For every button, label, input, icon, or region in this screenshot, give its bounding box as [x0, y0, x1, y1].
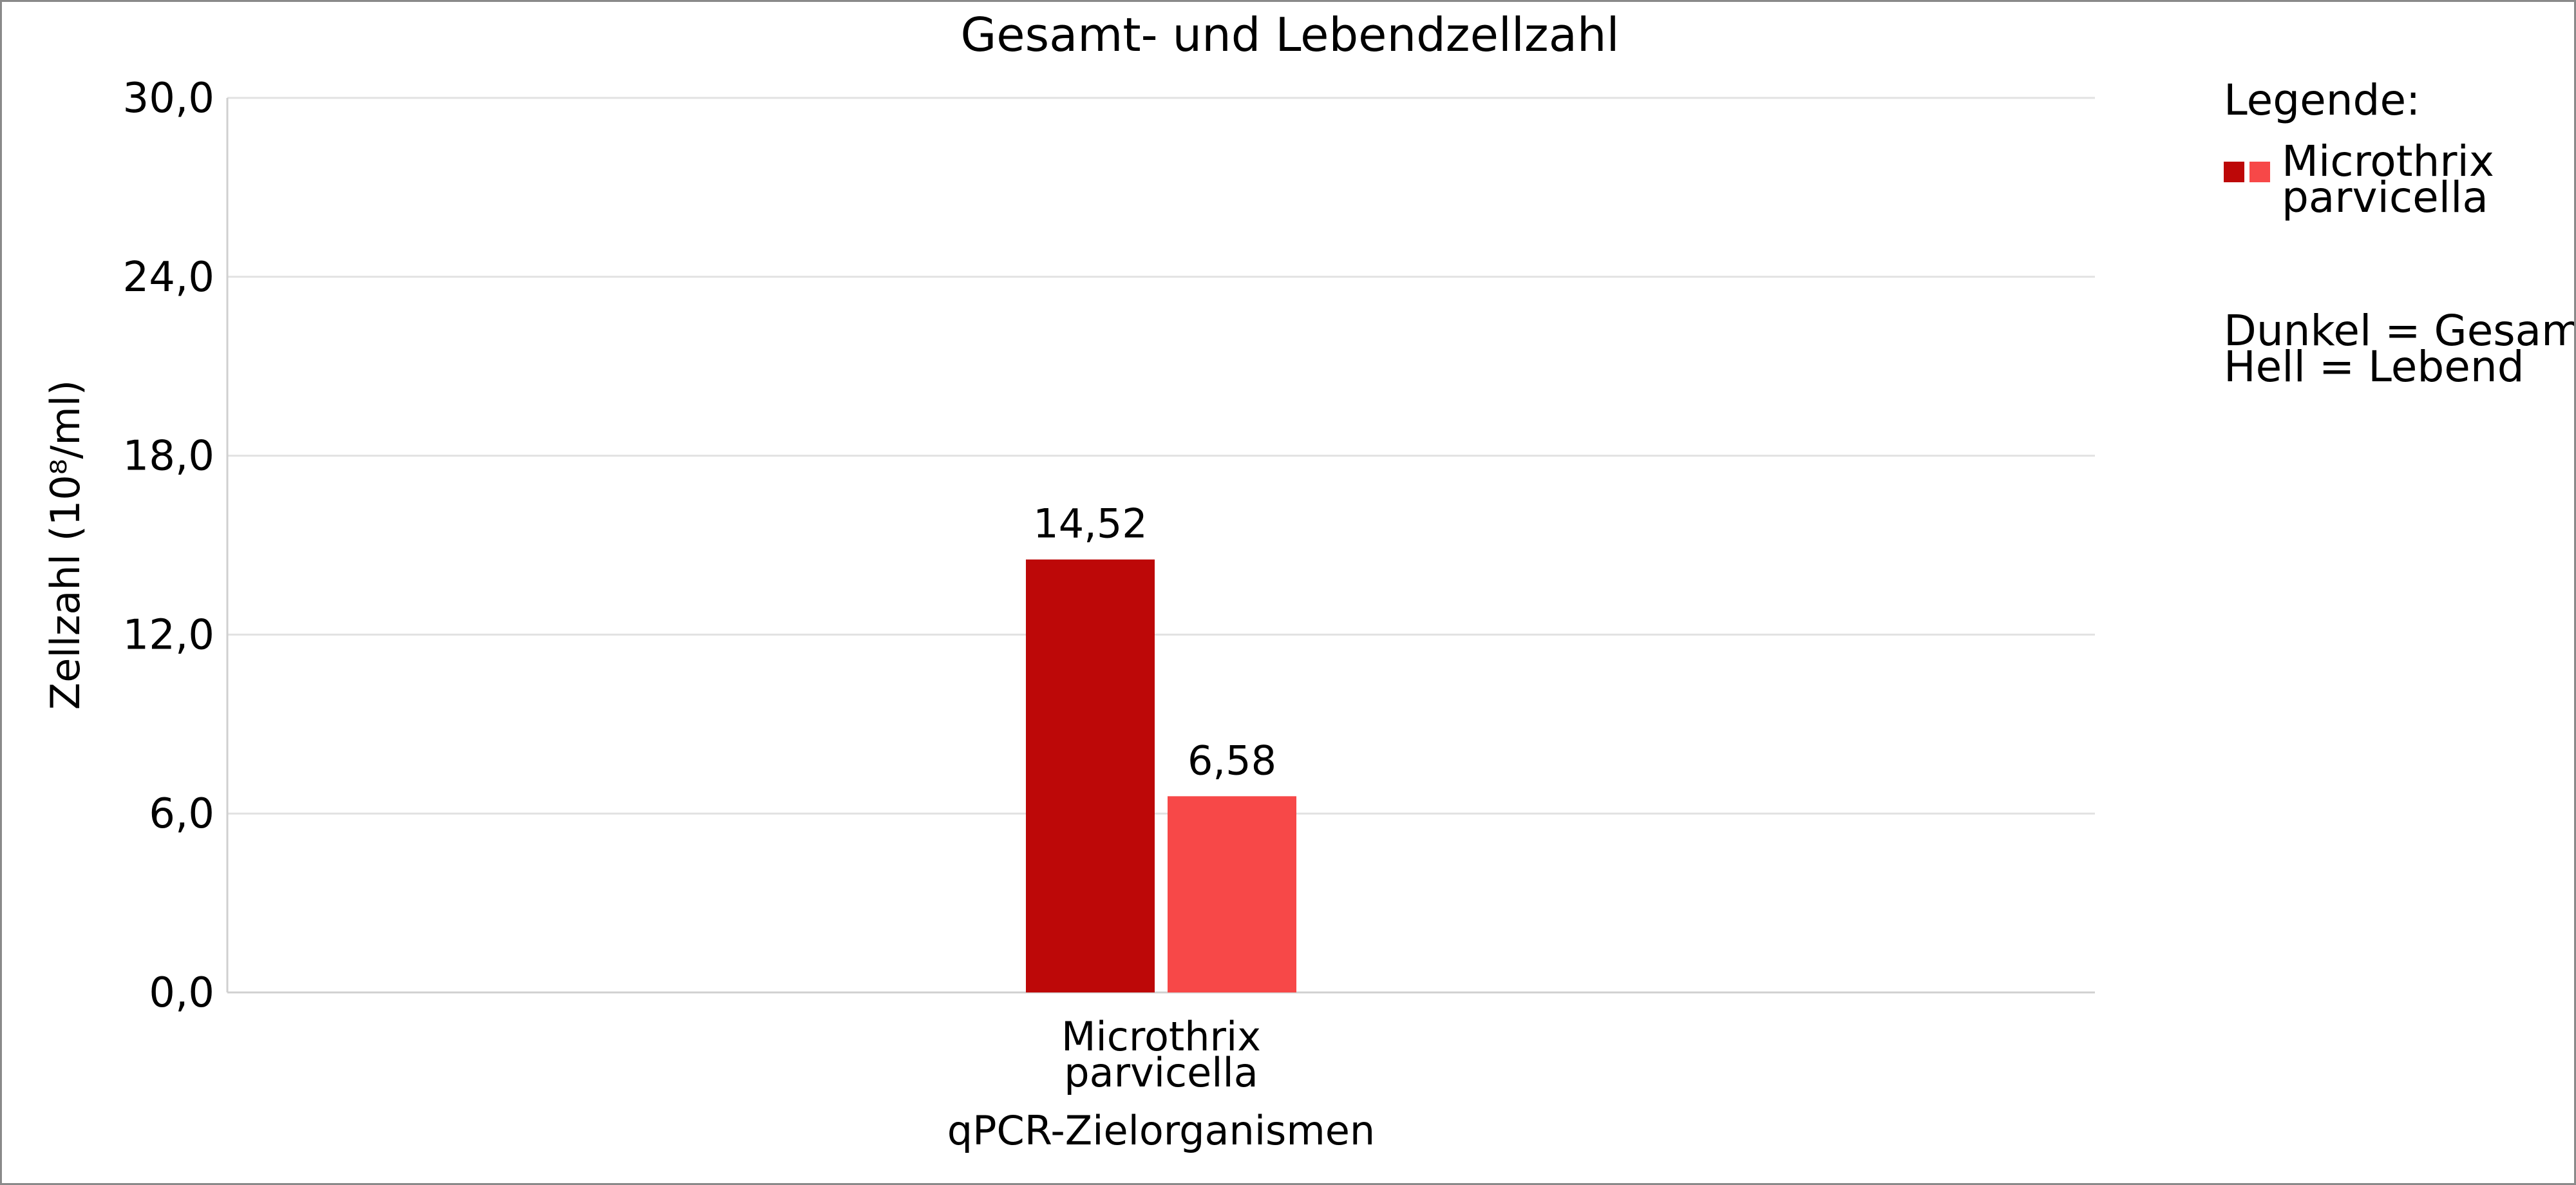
legend-swatch — [2224, 162, 2244, 182]
legend-note: Hell = Lebend — [2224, 342, 2524, 392]
y-tick-label: 6,0 — [149, 790, 214, 838]
bar-series-1 — [1026, 559, 1155, 992]
y-axis-ticks: 0,0 6,0 12,0 18,0 24,0 30,0 — [123, 75, 215, 1017]
x-tick-label: Microthrix — [1061, 1013, 1261, 1060]
x-axis-label: qPCR-Zielorganismen — [947, 1107, 1375, 1154]
legend-swatch — [2249, 162, 2270, 182]
data-label: 6,58 — [1188, 737, 1276, 784]
bar-series-2 — [1168, 796, 1296, 992]
x-tick-label: parvicella — [1064, 1049, 1258, 1096]
y-tick-label: 24,0 — [123, 254, 215, 301]
data-label: 14,52 — [1033, 500, 1148, 547]
legend-note: Dunkel = Gesamt — [2224, 306, 2574, 356]
data-labels: 14,52 6,58 — [1033, 500, 1276, 784]
y-tick-label: 18,0 — [123, 433, 215, 480]
y-tick-label: 12,0 — [123, 611, 215, 659]
legend-heading: Legende: — [2224, 75, 2420, 125]
chart-title: Gesamt- und Lebendzellzahl — [961, 8, 1620, 62]
legend-entry-label: Microthrix — [2282, 137, 2494, 186]
y-tick-label: 0,0 — [149, 969, 214, 1017]
y-tick-label: 30,0 — [123, 75, 215, 122]
bars — [1026, 559, 1296, 992]
y-axis-label: Zellzahl (10⁸/ml) — [42, 380, 89, 710]
gridlines — [226, 97, 2095, 994]
legend-entry-label: parvicella — [2282, 173, 2488, 222]
